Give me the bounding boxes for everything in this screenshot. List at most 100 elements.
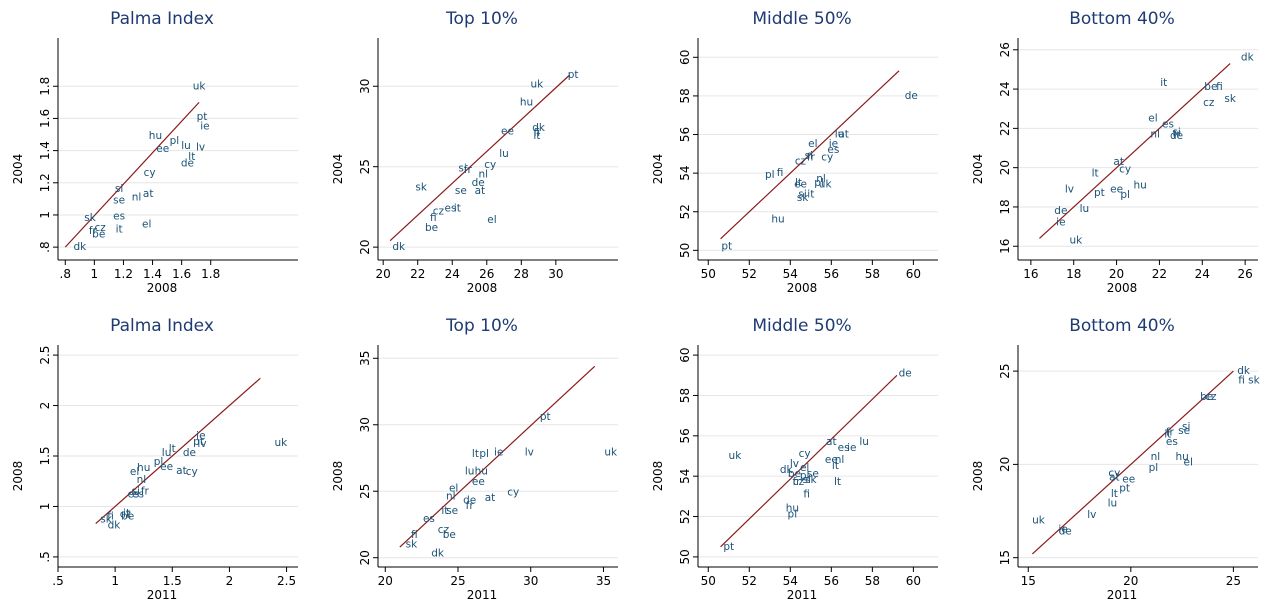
point-label-hu: hu — [149, 130, 162, 142]
y-tick-label: 25 — [358, 484, 372, 499]
point-label-ie: ie — [1058, 524, 1067, 536]
fit-line — [1039, 63, 1231, 239]
point-label-fi: fi — [107, 511, 114, 523]
point-label-dk: dk — [532, 122, 546, 134]
x-tick-label: 24 — [445, 267, 460, 281]
x-tick-label: 30 — [523, 574, 538, 588]
panel-1: Palma Index .8 1 1.2 1.4 1.6 1.8 .8 1 1.2 1.4 1.6 1.… — [11, 9, 298, 295]
point-label-uk: uk — [1069, 234, 1083, 246]
y-tick-label: 20 — [358, 550, 372, 565]
fit-line — [720, 70, 900, 240]
point-label-ee: ee — [825, 454, 838, 466]
x-tick-label: 16 — [1023, 267, 1038, 281]
point-label-cz: cz — [795, 156, 807, 168]
point-label-fi: fi — [803, 488, 810, 500]
point-label-nl: nl — [132, 191, 142, 203]
x-tick-label: 54 — [783, 267, 798, 281]
y-tick-label: 52 — [678, 509, 692, 524]
point-label-pl: pl — [154, 456, 164, 468]
point-label-at: at — [176, 465, 187, 477]
panel-3: Middle 50% 50 52 54 56 58 60 50 52 54 56 58 60 2008 20… — [651, 9, 938, 295]
point-label-pl: pl — [800, 470, 810, 482]
x-tick-label: 60 — [906, 574, 921, 588]
point-label-lu: lu — [835, 129, 845, 141]
fit-line — [389, 74, 571, 242]
point-label-dk: dk — [1241, 52, 1255, 64]
x-tick-label: 54 — [783, 574, 798, 588]
point-label-pt: pt — [1119, 483, 1130, 495]
point-label-sk: sk — [406, 538, 418, 550]
x-tick-label: 1.4 — [143, 267, 162, 281]
y-tick-label: 58 — [678, 388, 692, 403]
point-label-pt: pt — [568, 69, 579, 81]
point-label-lv: lv — [197, 438, 206, 450]
point-label-fi: fi — [1216, 81, 1223, 93]
x-axis-label: 2008 — [787, 281, 818, 295]
point-label-dk: dk — [73, 241, 87, 253]
point-label-sk: sk — [797, 192, 809, 204]
point-label-es: es — [132, 488, 144, 500]
point-label-at: at — [1109, 471, 1120, 483]
point-label-si: si — [1182, 421, 1190, 433]
y-tick-label: 60 — [678, 347, 692, 362]
x-axis-label: 2011 — [1107, 588, 1138, 602]
point-label-de: de — [472, 177, 485, 189]
x-tick-label: 35 — [596, 574, 611, 588]
x-tick-label: 18 — [1066, 267, 1081, 281]
y-tick-label: 1.6 — [38, 109, 52, 128]
point-label-cz: cz — [1205, 391, 1217, 403]
point-label-lu: lu — [181, 140, 191, 152]
y-axis-label: 2004 — [651, 154, 665, 185]
point-label-lu: lu — [465, 465, 475, 477]
x-tick-label: 58 — [865, 267, 880, 281]
point-label-sk: sk — [100, 514, 112, 526]
point-label-lu: lu — [1080, 203, 1090, 215]
point-label-at: at — [826, 436, 837, 448]
fit-line — [64, 101, 200, 248]
point-label-fr: fr — [1173, 128, 1182, 140]
point-label-fi: fi — [777, 167, 784, 179]
point-label-be: be — [121, 511, 134, 523]
point-label-cy: cy — [507, 487, 519, 499]
point-label-ie: ie — [847, 442, 856, 454]
point-label-fi: fi — [534, 127, 541, 139]
panel-title: Middle 50% — [752, 9, 851, 29]
point-label-ie: ie — [494, 447, 503, 459]
x-tick-label: 1.6 — [172, 267, 191, 281]
point-label-fr: fr — [89, 225, 98, 237]
x-tick-label: 22 — [1152, 267, 1167, 281]
point-label-cz: cz — [120, 509, 132, 521]
y-tick-label: .5 — [38, 551, 52, 562]
x-tick-label: .5 — [52, 574, 63, 588]
point-label-cz: cz — [95, 222, 107, 234]
point-label-nl: nl — [1150, 128, 1160, 140]
point-label-lu: lu — [1108, 498, 1118, 510]
x-tick-label: 26 — [1238, 267, 1253, 281]
point-label-at: at — [475, 185, 486, 197]
point-label-lt: lt — [834, 476, 841, 488]
point-label-hu: hu — [1175, 451, 1188, 463]
x-tick-label: 52 — [742, 574, 757, 588]
fit-line — [720, 374, 898, 548]
point-label-pl: pl — [170, 135, 180, 147]
panel-title: Palma Index — [110, 9, 214, 29]
point-label-be: be — [1204, 81, 1217, 93]
point-label-cz: cz — [438, 524, 450, 536]
point-label-lt: lt — [795, 177, 802, 189]
point-label-dk: dk — [108, 520, 122, 532]
point-label-cz: cz — [793, 476, 805, 488]
point-label-it: it — [832, 460, 839, 472]
point-label-it: it — [807, 188, 814, 200]
point-label-de: de — [183, 447, 196, 459]
point-label-be: be — [425, 222, 438, 234]
point-label-uk: uk — [1032, 514, 1046, 526]
y-tick-label: 1.5 — [38, 446, 52, 465]
point-label-lt: lt — [533, 130, 540, 142]
y-axis-label: 2008 — [11, 461, 25, 492]
point-label-hu: hu — [520, 96, 533, 108]
point-label-lv: lv — [790, 458, 799, 470]
point-label-ee: ee — [156, 143, 169, 155]
y-tick-label: 25 — [998, 363, 1012, 378]
y-tick-label: 2.5 — [38, 346, 52, 365]
